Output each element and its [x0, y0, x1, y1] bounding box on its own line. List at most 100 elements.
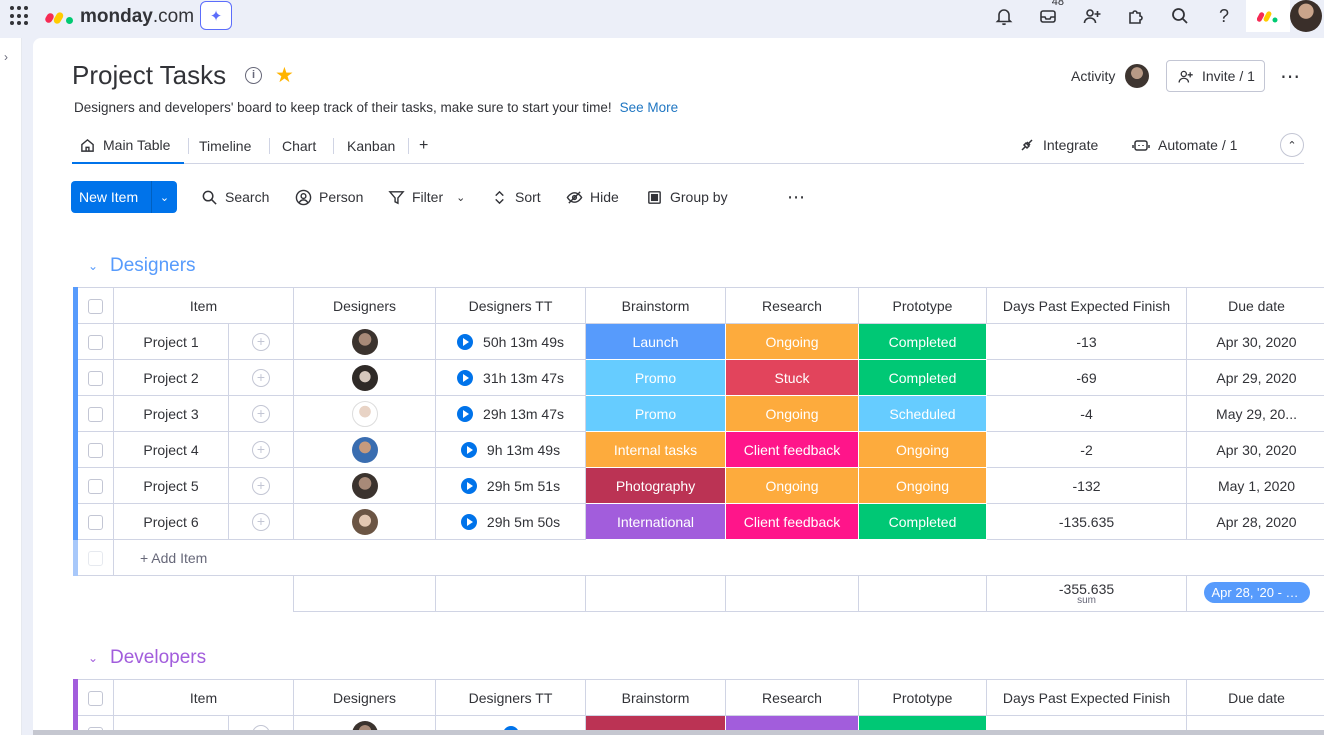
tab-timeline[interactable]: Timeline — [199, 138, 252, 154]
add-item-row[interactable]: + Add Item — [73, 539, 1324, 576]
status-research[interactable]: Ongoing — [725, 467, 860, 504]
add-update-icon[interactable]: + — [227, 359, 295, 396]
person-cell[interactable] — [293, 395, 437, 432]
item-name[interactable]: Project 2 — [113, 359, 229, 396]
monday-logo[interactable]: monday.com — [43, 6, 194, 28]
group-header-developers[interactable]: ⌄ Developers — [88, 647, 206, 669]
due-date-value[interactable]: May 1, 2020 — [1186, 467, 1324, 504]
person-cell[interactable] — [293, 323, 437, 360]
due-date-value[interactable]: Apr 28, 2020 — [1186, 503, 1324, 540]
add-item-input[interactable]: + Add Item — [112, 539, 1324, 576]
item-name[interactable]: Project 5 — [113, 467, 229, 504]
time-tracking-cell[interactable]: 29h 5m 50s — [435, 503, 587, 540]
column-header-days-past[interactable]: Days Past Expected Finish — [986, 287, 1188, 324]
integrate-button[interactable]: Integrate — [1019, 128, 1098, 162]
person-filter-button[interactable]: Person — [295, 181, 363, 213]
new-item-button[interactable]: New Item ⌄ — [71, 181, 177, 213]
status-brainstorm[interactable]: Launch — [585, 323, 727, 360]
play-timer-icon[interactable] — [460, 441, 477, 458]
row-checkbox[interactable] — [77, 503, 114, 540]
due-date-value[interactable]: Apr 29, 2020 — [1186, 359, 1324, 396]
filter-dropdown-chevron-icon[interactable]: ⌄ — [456, 191, 466, 204]
group-header-designers[interactable]: ⌄ Designers — [88, 255, 196, 277]
group-title-developers[interactable]: Developers — [110, 647, 207, 668]
toolbar-more-icon[interactable]: ⋯ — [787, 186, 805, 207]
person-cell[interactable] — [293, 359, 437, 396]
search-icon[interactable] — [1158, 0, 1202, 32]
days-past-value[interactable]: -135.635 — [986, 503, 1188, 540]
activity-button[interactable]: Activity — [1071, 68, 1116, 84]
add-update-icon[interactable]: + — [227, 503, 295, 540]
person-cell[interactable] — [293, 431, 437, 468]
add-update-icon[interactable]: + — [227, 323, 295, 360]
automate-button[interactable]: Automate / 1 — [1132, 128, 1237, 162]
item-name[interactable]: Project 1 — [113, 323, 229, 360]
status-brainstorm[interactable]: Photography — [585, 467, 727, 504]
table-row[interactable]: Project 6 + 29h 5m 50s International Cli… — [73, 503, 1324, 540]
column-header-due-date[interactable]: Due date — [1186, 287, 1324, 324]
status-research[interactable]: Ongoing — [725, 323, 860, 360]
play-timer-icon[interactable] — [457, 333, 474, 350]
days-past-value[interactable]: -132 — [986, 467, 1188, 504]
time-tracking-cell[interactable]: 31h 13m 47s — [435, 359, 587, 396]
column-header-research[interactable]: Research — [725, 679, 860, 716]
favorite-star-icon[interactable]: ★ — [275, 64, 294, 87]
group-by-button[interactable]: Group by — [646, 181, 728, 213]
person-cell[interactable] — [293, 503, 437, 540]
sort-button[interactable]: Sort — [491, 181, 541, 213]
column-header-days-past[interactable]: Days Past Expected Finish — [986, 679, 1188, 716]
row-checkbox[interactable] — [77, 323, 114, 360]
hide-button[interactable]: Hide — [566, 181, 619, 213]
column-header-brainstorm[interactable]: Brainstorm — [585, 679, 727, 716]
table-row[interactable]: Project 5 + 29h 5m 51s Photography Ongoi… — [73, 467, 1324, 504]
status-research[interactable]: Stuck — [725, 359, 860, 396]
status-brainstorm[interactable]: Promo — [585, 359, 727, 396]
invite-members-icon[interactable] — [1070, 0, 1114, 32]
summary-date-range[interactable]: Apr 28, '20 - Ma... — [1186, 575, 1324, 612]
row-checkbox[interactable] — [77, 467, 114, 504]
status-brainstorm[interactable]: Promo — [585, 395, 727, 432]
group-collapse-chevron-icon[interactable]: ⌄ — [88, 259, 99, 273]
time-tracking-cell[interactable]: 29h 13m 47s — [435, 395, 587, 432]
tab-kanban[interactable]: Kanban — [347, 138, 396, 154]
status-research[interactable]: Client feedback — [725, 503, 860, 540]
play-timer-icon[interactable] — [457, 369, 474, 386]
monday-mini-logo[interactable] — [1246, 0, 1290, 32]
table-row[interactable]: Project 1 + 50h 13m 49s Launch Ongoing C… — [73, 323, 1324, 360]
row-checkbox[interactable] — [77, 431, 114, 468]
help-icon[interactable]: ? — [1218, 5, 1229, 26]
add-update-icon[interactable]: + — [227, 395, 295, 432]
add-view-button[interactable]: + — [419, 137, 429, 154]
table-row[interactable]: Project 3 + 29h 13m 47s Promo Ongoing Sc… — [73, 395, 1324, 432]
column-header-prototype[interactable]: Prototype — [858, 287, 988, 324]
ai-sparkle-button[interactable]: ✦ — [200, 1, 232, 30]
due-date-value[interactable]: May 29, 20... — [1186, 395, 1324, 432]
column-header-designers[interactable]: Designers — [293, 287, 437, 324]
due-date-value[interactable]: Apr 30, 2020 — [1186, 431, 1324, 468]
table-row[interactable]: Project 2 + 31h 13m 47s Promo Stuck Comp… — [73, 359, 1324, 396]
time-tracking-cell[interactable]: 29h 5m 51s — [435, 467, 587, 504]
column-header-due-date[interactable]: Due date — [1186, 679, 1324, 716]
table-row[interactable]: Project 4 + 9h 13m 49s Internal tasks Cl… — [73, 431, 1324, 468]
status-prototype[interactable]: Completed — [858, 359, 988, 396]
column-header-item[interactable]: Item — [112, 679, 295, 716]
column-header-research[interactable]: Research — [725, 287, 860, 324]
date-range-pill[interactable]: Apr 28, '20 - Ma... — [1203, 581, 1310, 603]
time-tracking-cell[interactable]: 50h 13m 49s — [435, 323, 587, 360]
add-update-icon[interactable]: + — [227, 431, 295, 468]
select-all-checkbox[interactable] — [77, 679, 114, 716]
info-icon[interactable]: i — [245, 67, 262, 84]
status-research[interactable]: Client feedback — [725, 431, 860, 468]
status-prototype[interactable]: Completed — [858, 323, 988, 360]
app-switcher-icon[interactable] — [10, 6, 30, 26]
column-header-designers[interactable]: Designers — [293, 679, 437, 716]
collapse-header-chevron-icon[interactable]: ⌃ — [1280, 133, 1304, 157]
user-avatar[interactable] — [1290, 0, 1322, 32]
status-prototype[interactable]: Completed — [858, 503, 988, 540]
status-prototype[interactable]: Ongoing — [858, 431, 988, 468]
item-name[interactable]: Project 3 — [113, 395, 229, 432]
days-past-value[interactable]: -69 — [986, 359, 1188, 396]
row-checkbox[interactable] — [77, 395, 114, 432]
status-research[interactable]: Ongoing — [725, 395, 860, 432]
row-checkbox[interactable] — [77, 359, 114, 396]
